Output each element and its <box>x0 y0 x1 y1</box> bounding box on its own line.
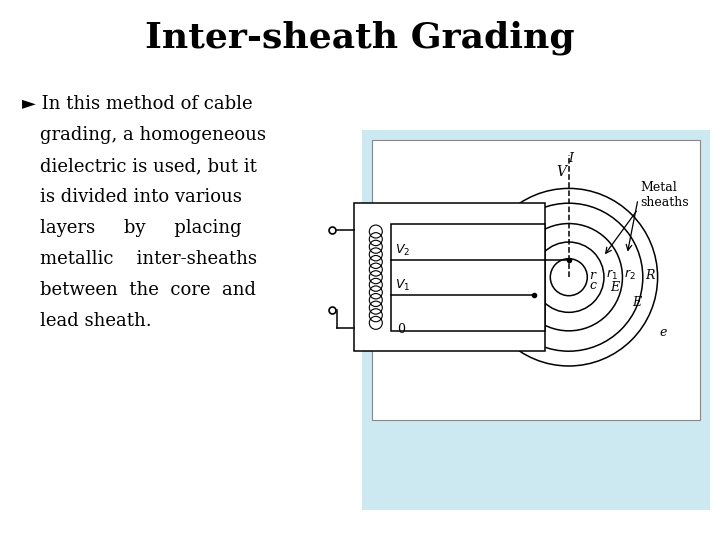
Text: R: R <box>645 269 654 282</box>
Bar <box>372 140 700 420</box>
Text: r: r <box>589 269 595 282</box>
Text: dielectric is used, but it: dielectric is used, but it <box>40 157 257 175</box>
Text: I: I <box>568 152 573 165</box>
Text: lead sheath.: lead sheath. <box>40 312 152 330</box>
Text: Inter-sheath Grading: Inter-sheath Grading <box>145 21 575 55</box>
Text: is divided into various: is divided into various <box>40 188 242 206</box>
Text: $V_1$: $V_1$ <box>395 278 410 293</box>
Text: Metal
sheaths: Metal sheaths <box>640 181 688 209</box>
Text: c: c <box>589 279 596 292</box>
Text: ► In this method of cable: ► In this method of cable <box>22 95 253 113</box>
Text: metallic    inter-sheaths: metallic inter-sheaths <box>40 250 257 268</box>
Text: E: E <box>611 281 620 294</box>
Text: 0: 0 <box>397 323 405 336</box>
Text: $r_1$: $r_1$ <box>606 268 618 282</box>
Text: layers     by     placing: layers by placing <box>40 219 242 237</box>
Text: $r_2$: $r_2$ <box>624 268 636 282</box>
Bar <box>354 203 545 351</box>
Text: between  the  core  and: between the core and <box>40 281 256 299</box>
Text: $V_2$: $V_2$ <box>395 242 410 258</box>
Bar <box>391 224 545 331</box>
Text: grading, a homogeneous: grading, a homogeneous <box>40 126 266 144</box>
Text: V: V <box>556 165 566 179</box>
Text: E: E <box>632 296 642 309</box>
Text: e: e <box>659 326 667 339</box>
Bar <box>362 130 710 510</box>
